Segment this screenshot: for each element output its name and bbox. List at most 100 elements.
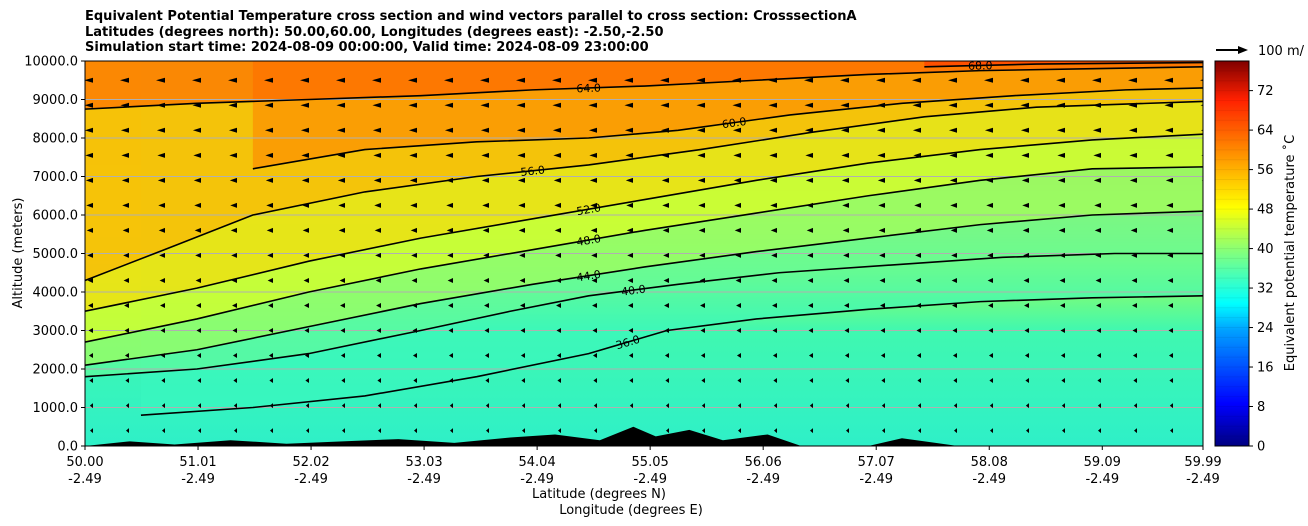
wind-vector bbox=[774, 428, 777, 434]
wind-vector bbox=[696, 127, 705, 133]
wind-vector bbox=[696, 77, 705, 83]
wind-vector bbox=[1132, 328, 1137, 333]
wind-vector bbox=[156, 77, 165, 83]
wind-vector bbox=[336, 102, 345, 108]
wind-vector bbox=[516, 127, 525, 133]
wind-vector bbox=[1164, 127, 1173, 133]
terrain-silhouette-2 bbox=[868, 438, 958, 446]
wind-vector bbox=[880, 353, 885, 359]
wind-vector bbox=[876, 77, 885, 83]
wind-vector bbox=[736, 353, 741, 359]
wind-vector bbox=[768, 77, 777, 83]
wind-vector bbox=[337, 177, 345, 183]
x-tick-label-lat: 58.08 bbox=[971, 455, 1008, 470]
y-axis-label: Altitude (meters) bbox=[11, 198, 26, 309]
x-tick-label-lat: 52.02 bbox=[292, 455, 329, 470]
wind-vector bbox=[302, 227, 309, 233]
wind-vector bbox=[1167, 252, 1173, 258]
wind-vector bbox=[771, 277, 777, 283]
wind-vector bbox=[912, 102, 921, 108]
wind-vector bbox=[701, 403, 705, 409]
wind-vector bbox=[552, 77, 561, 83]
wind-vector bbox=[807, 277, 813, 283]
title-line-3: Simulation start time: 2024-08-09 00:00:… bbox=[85, 40, 649, 55]
wind-vector bbox=[125, 403, 129, 409]
wind-vector bbox=[844, 353, 849, 359]
wind-vector bbox=[448, 353, 453, 359]
wind-vector bbox=[197, 403, 201, 409]
wind-vector bbox=[300, 127, 309, 133]
wind-vector bbox=[591, 252, 597, 258]
wind-vector bbox=[912, 77, 921, 83]
wind-vector bbox=[877, 152, 885, 158]
x-tick-label-lon: -2.49 bbox=[68, 472, 102, 487]
wind-vector bbox=[339, 252, 345, 258]
wind-vector bbox=[554, 202, 561, 208]
contour-line-40 bbox=[85, 252, 1203, 378]
wind-vector bbox=[195, 277, 201, 283]
colorbar-label: Equivalent potential temperature ˚C bbox=[1282, 135, 1298, 371]
wind-vector bbox=[342, 428, 345, 434]
wind-vector bbox=[1166, 202, 1173, 208]
wind-vector bbox=[985, 152, 993, 158]
wind-vector bbox=[735, 252, 741, 258]
wind-vector bbox=[588, 77, 597, 83]
wind-vector bbox=[196, 353, 201, 359]
x-tick-label-lat: 57.07 bbox=[858, 455, 895, 470]
wind-vector bbox=[1133, 403, 1137, 409]
wind-vector bbox=[665, 403, 669, 409]
wind-vector bbox=[805, 152, 813, 158]
wind-vector bbox=[87, 277, 93, 283]
wind-vector bbox=[268, 353, 273, 359]
wind-vector bbox=[1168, 302, 1173, 308]
wind-vector bbox=[988, 328, 993, 333]
quiver-key-arrowhead bbox=[1238, 46, 1248, 54]
wind-vector bbox=[161, 378, 165, 384]
wind-vector bbox=[879, 252, 885, 258]
wind-vector bbox=[736, 328, 741, 333]
x-tick-label-lon: -2.49 bbox=[972, 472, 1006, 487]
wind-vector bbox=[233, 403, 237, 409]
wind-vector bbox=[486, 428, 489, 434]
wind-vector bbox=[372, 77, 381, 83]
wind-vector bbox=[521, 403, 525, 409]
wind-vector bbox=[1096, 328, 1101, 333]
wind-vector bbox=[374, 202, 381, 208]
wind-vector bbox=[264, 127, 273, 133]
wind-vector bbox=[520, 328, 525, 333]
wind-vector bbox=[412, 302, 417, 308]
wind-vector bbox=[1022, 227, 1029, 233]
wind-vector bbox=[156, 127, 165, 133]
wind-vector bbox=[844, 328, 849, 333]
y-tick-label: 10000.0 bbox=[24, 55, 78, 70]
wind-vector bbox=[266, 202, 273, 208]
wind-vector bbox=[124, 328, 129, 333]
wind-vector bbox=[732, 77, 741, 83]
wind-vector bbox=[341, 403, 345, 409]
wind-vector bbox=[1202, 230, 1203, 231]
wind-vector bbox=[666, 428, 669, 434]
wind-vector bbox=[624, 102, 633, 108]
wind-vector bbox=[1059, 252, 1065, 258]
wind-vector bbox=[518, 202, 525, 208]
wind-vector bbox=[303, 252, 309, 258]
wind-vector bbox=[1056, 127, 1065, 133]
wind-vector bbox=[1096, 353, 1101, 359]
wind-vector bbox=[771, 252, 777, 258]
wind-vector bbox=[769, 177, 777, 183]
wind-vector bbox=[483, 252, 489, 258]
wind-vector bbox=[413, 378, 417, 384]
wind-vector bbox=[87, 252, 93, 258]
wind-vector bbox=[552, 102, 561, 108]
wind-vector bbox=[485, 378, 489, 384]
wind-vector bbox=[338, 227, 345, 233]
wind-vector bbox=[664, 328, 669, 333]
colorbar-tick-label: 0 bbox=[1257, 440, 1265, 455]
wind-vector bbox=[1133, 378, 1137, 384]
x-axis-label-lat: Latitude (degrees N) bbox=[532, 487, 666, 502]
wind-vector bbox=[737, 378, 741, 384]
wind-vector bbox=[232, 328, 237, 333]
wind-vector bbox=[520, 353, 525, 359]
wind-vector bbox=[1024, 328, 1029, 333]
wind-vector bbox=[734, 227, 741, 233]
